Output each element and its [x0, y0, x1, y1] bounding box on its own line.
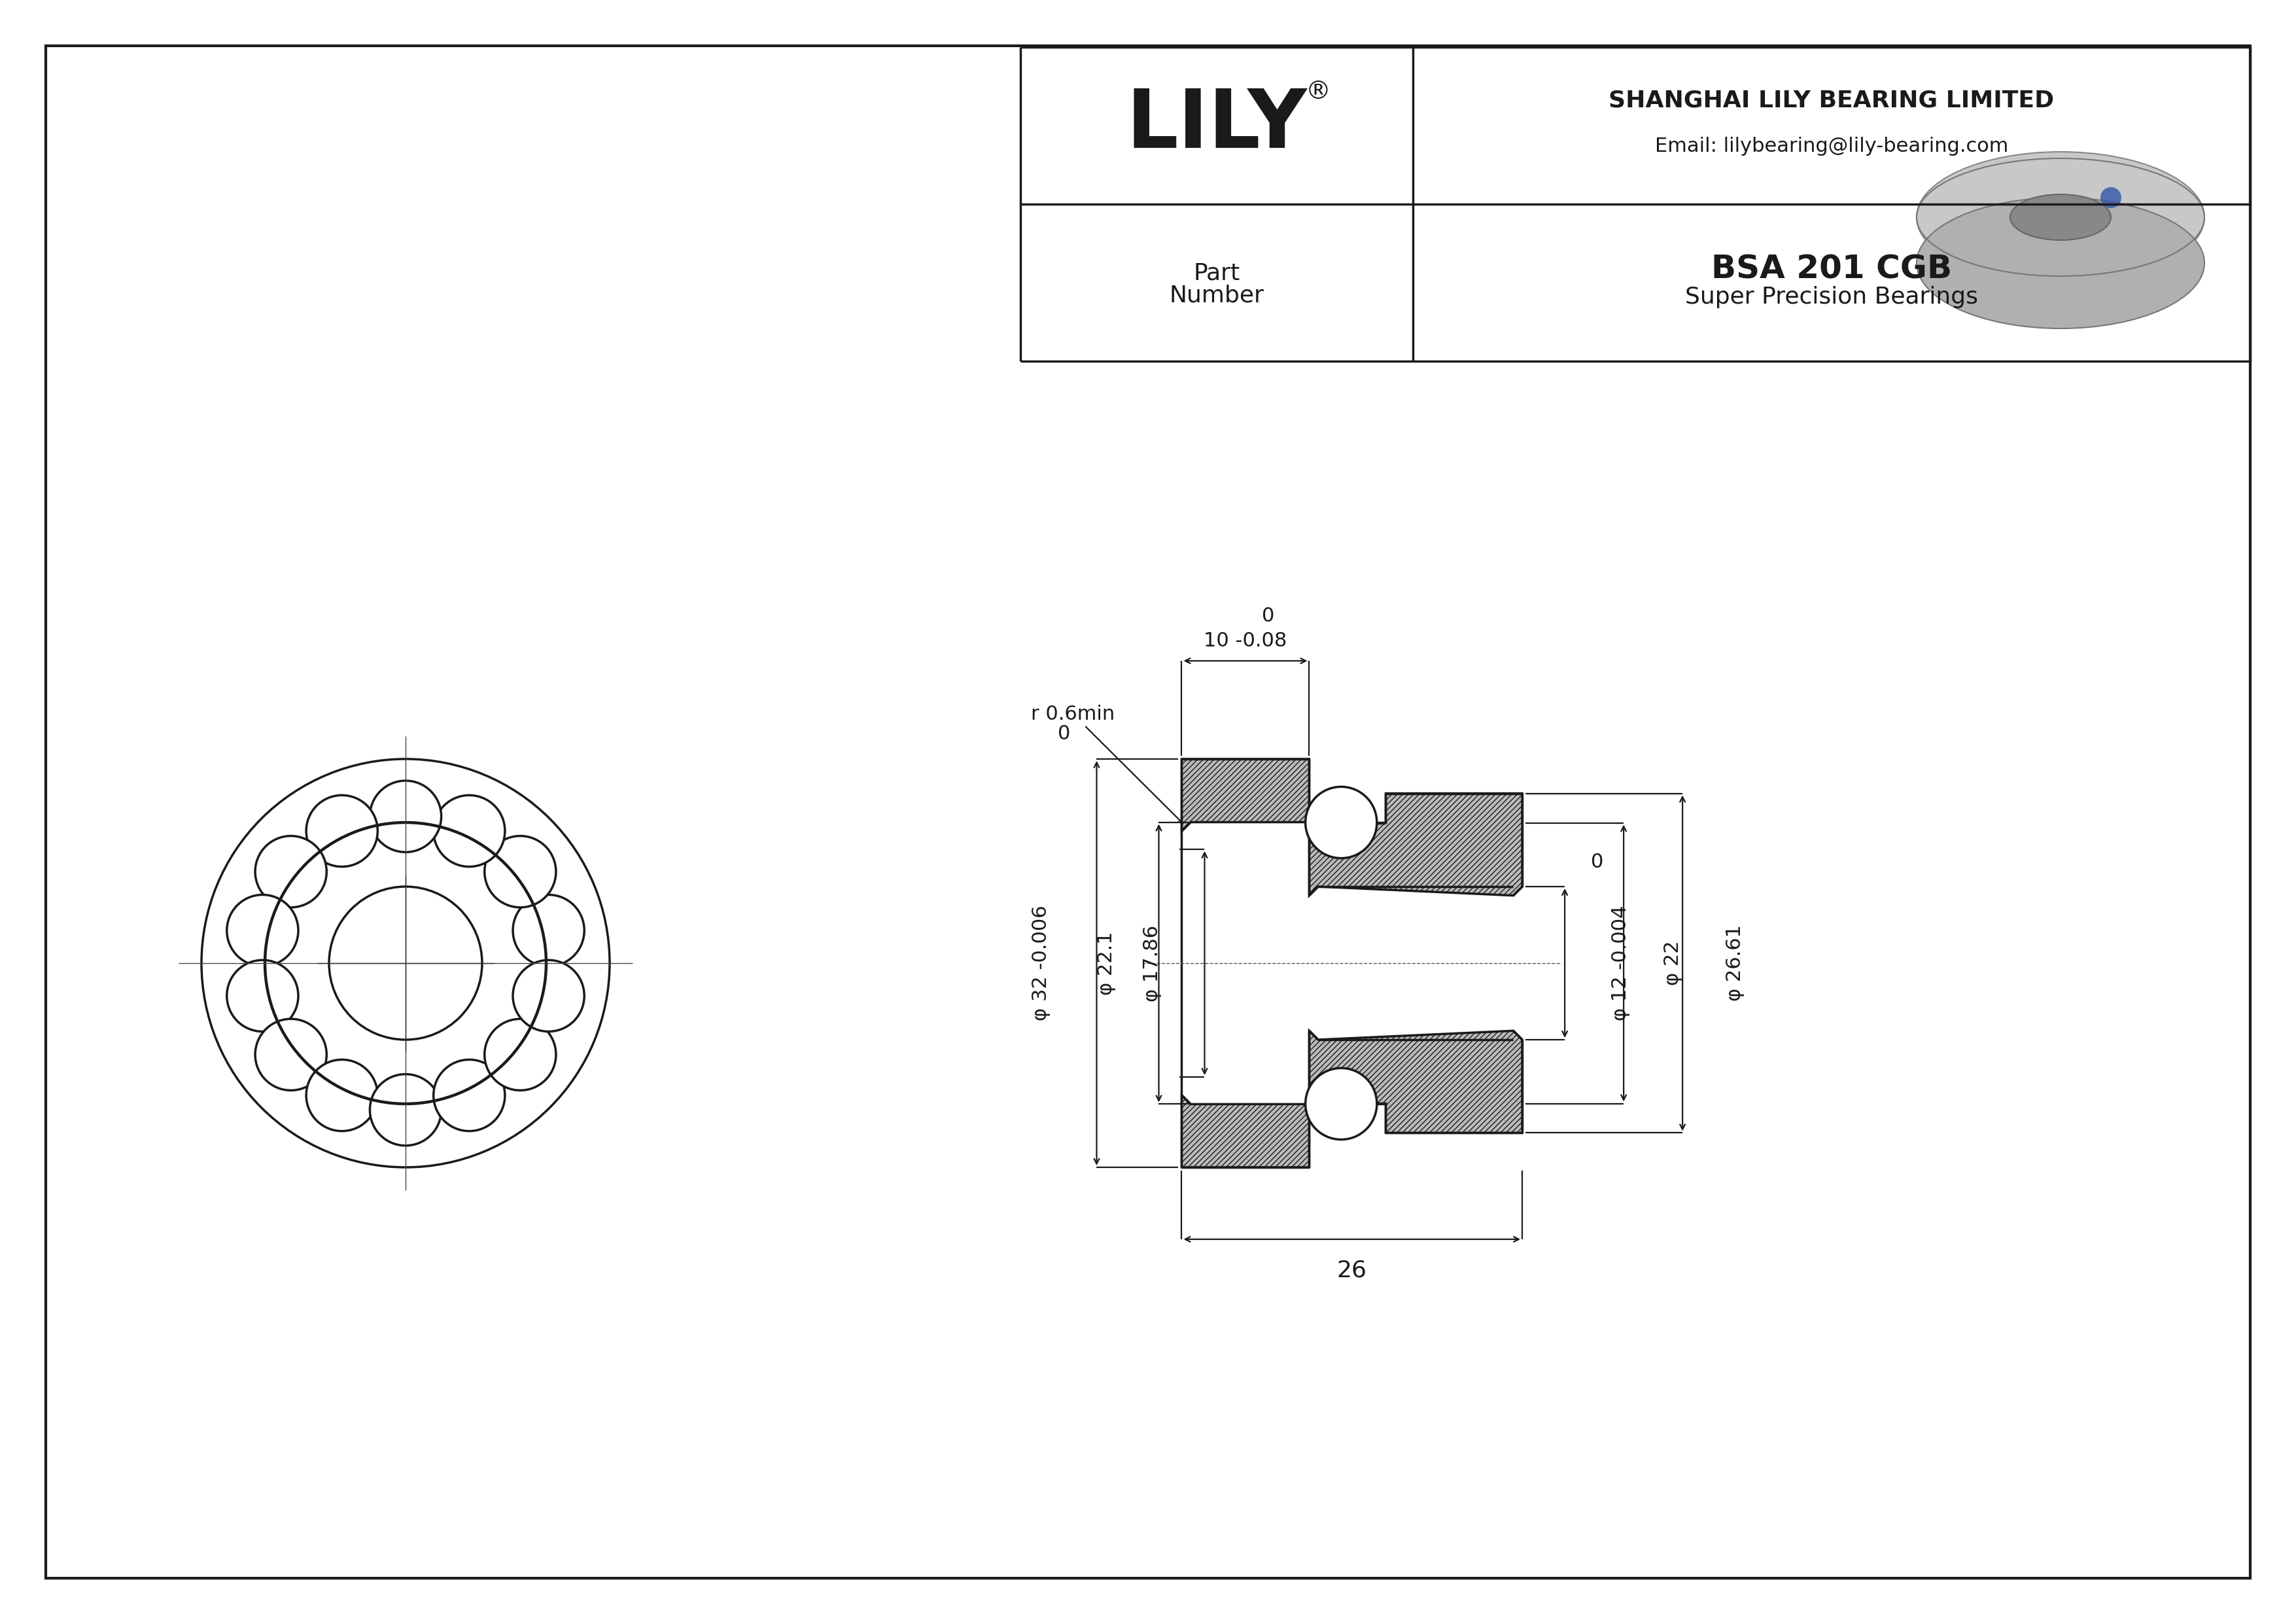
- Circle shape: [370, 781, 441, 853]
- Ellipse shape: [2009, 195, 2110, 240]
- Circle shape: [434, 796, 505, 867]
- Circle shape: [434, 1059, 505, 1130]
- Circle shape: [1306, 786, 1378, 857]
- Circle shape: [370, 1073, 441, 1145]
- Circle shape: [484, 836, 556, 908]
- Circle shape: [512, 895, 583, 966]
- Text: r 0.6min: r 0.6min: [1031, 705, 1182, 823]
- Ellipse shape: [1917, 198, 2204, 328]
- Circle shape: [2101, 187, 2122, 208]
- Circle shape: [227, 895, 298, 966]
- Polygon shape: [1182, 758, 1309, 831]
- Text: Number: Number: [1169, 284, 1265, 307]
- Text: φ 22: φ 22: [1662, 940, 1683, 986]
- Text: SHANGHAI LILY BEARING LIMITED: SHANGHAI LILY BEARING LIMITED: [1609, 89, 2055, 112]
- Text: ®: ®: [1306, 80, 1332, 104]
- Circle shape: [512, 960, 583, 1031]
- Text: φ 17.86: φ 17.86: [1143, 924, 1162, 1002]
- Text: 10 -0.08: 10 -0.08: [1203, 632, 1288, 651]
- Text: φ 22.1: φ 22.1: [1097, 931, 1116, 996]
- Circle shape: [255, 836, 326, 908]
- Text: LILY: LILY: [1125, 86, 1306, 166]
- Text: φ 12 -0.004: φ 12 -0.004: [1612, 906, 1630, 1021]
- Ellipse shape: [1917, 151, 2204, 283]
- Circle shape: [1306, 1069, 1378, 1140]
- Circle shape: [305, 796, 377, 867]
- Text: BSA 201 CGB: BSA 201 CGB: [1711, 253, 1952, 286]
- Text: φ 26.61: φ 26.61: [1724, 926, 1745, 1002]
- Polygon shape: [1182, 1095, 1309, 1168]
- Circle shape: [328, 887, 482, 1039]
- Circle shape: [484, 1018, 556, 1090]
- Text: Super Precision Bearings: Super Precision Bearings: [1685, 286, 1979, 309]
- Polygon shape: [1309, 1031, 1522, 1134]
- Text: φ 32 -0.006: φ 32 -0.006: [1031, 905, 1052, 1021]
- Text: 26: 26: [1336, 1260, 1366, 1281]
- Polygon shape: [1309, 794, 1522, 895]
- Text: Email: lilybearing@lily-bearing.com: Email: lilybearing@lily-bearing.com: [1655, 136, 2009, 156]
- Text: Part: Part: [1194, 263, 1240, 284]
- Text: 0: 0: [1263, 607, 1274, 625]
- Text: 0: 0: [1591, 853, 1605, 870]
- Circle shape: [202, 758, 611, 1168]
- Circle shape: [227, 960, 298, 1031]
- Circle shape: [305, 1059, 377, 1130]
- Text: 0: 0: [1058, 724, 1070, 744]
- Circle shape: [255, 1018, 326, 1090]
